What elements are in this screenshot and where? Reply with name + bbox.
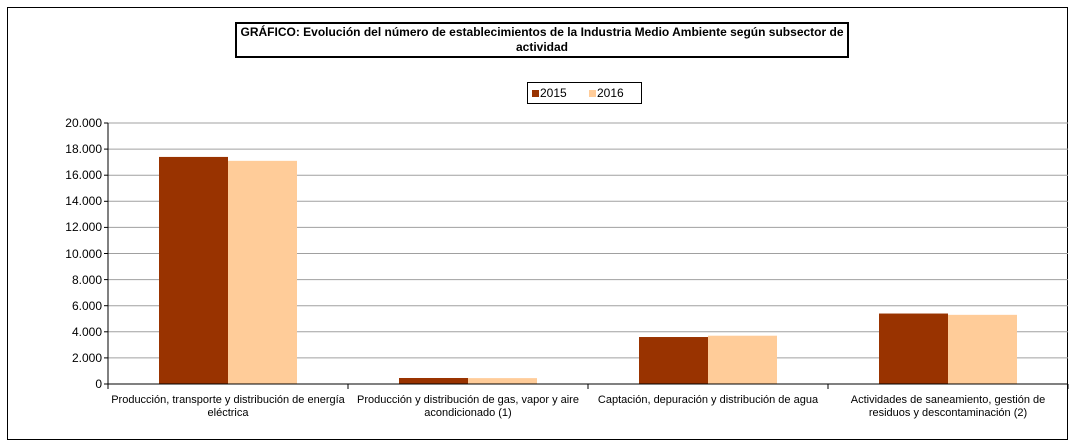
y-tick-label: 4.000 — [71, 324, 102, 339]
y-tick-label: 14.000 — [65, 194, 102, 209]
bar — [639, 337, 708, 384]
legend-swatch — [532, 89, 539, 97]
legend-label: 2016 — [597, 86, 624, 100]
legend-item: 2016 — [589, 86, 624, 100]
chart-border — [7, 7, 1068, 440]
y-tick-label: 18.000 — [65, 142, 102, 157]
y-tick-label: 8.000 — [71, 272, 102, 287]
legend-item: 2015 — [532, 86, 567, 100]
x-tick-label: Captación, depuración y distribución de … — [597, 394, 819, 406]
y-tick-label: 10.000 — [65, 246, 102, 261]
legend-label: 2015 — [540, 86, 567, 100]
bar — [948, 314, 1017, 384]
bar — [879, 313, 948, 384]
y-tick-label: 20.000 — [65, 116, 102, 130]
bar — [468, 378, 537, 384]
legend-swatch — [589, 89, 596, 97]
bar — [708, 335, 777, 384]
legend: 2015 2016 — [527, 82, 642, 104]
bar — [228, 160, 297, 384]
y-tick-label: 2.000 — [71, 350, 102, 365]
y-tick-label: 12.000 — [65, 220, 102, 235]
y-tick-label: 16.000 — [65, 168, 102, 183]
x-tick-label: Producción y distribución de gas, vapor … — [357, 394, 579, 419]
x-tick-label: Producción, transporte y distribución de… — [111, 394, 345, 419]
chart-title: GRÁFICO: Evolución del número de estable… — [235, 22, 849, 58]
bar — [399, 377, 468, 384]
bar — [159, 156, 228, 384]
x-tick-label: Actividades de saneamiento, gestión de r… — [850, 394, 1046, 419]
y-tick-label: 0 — [95, 377, 102, 391]
y-tick-label: 6.000 — [71, 298, 102, 313]
